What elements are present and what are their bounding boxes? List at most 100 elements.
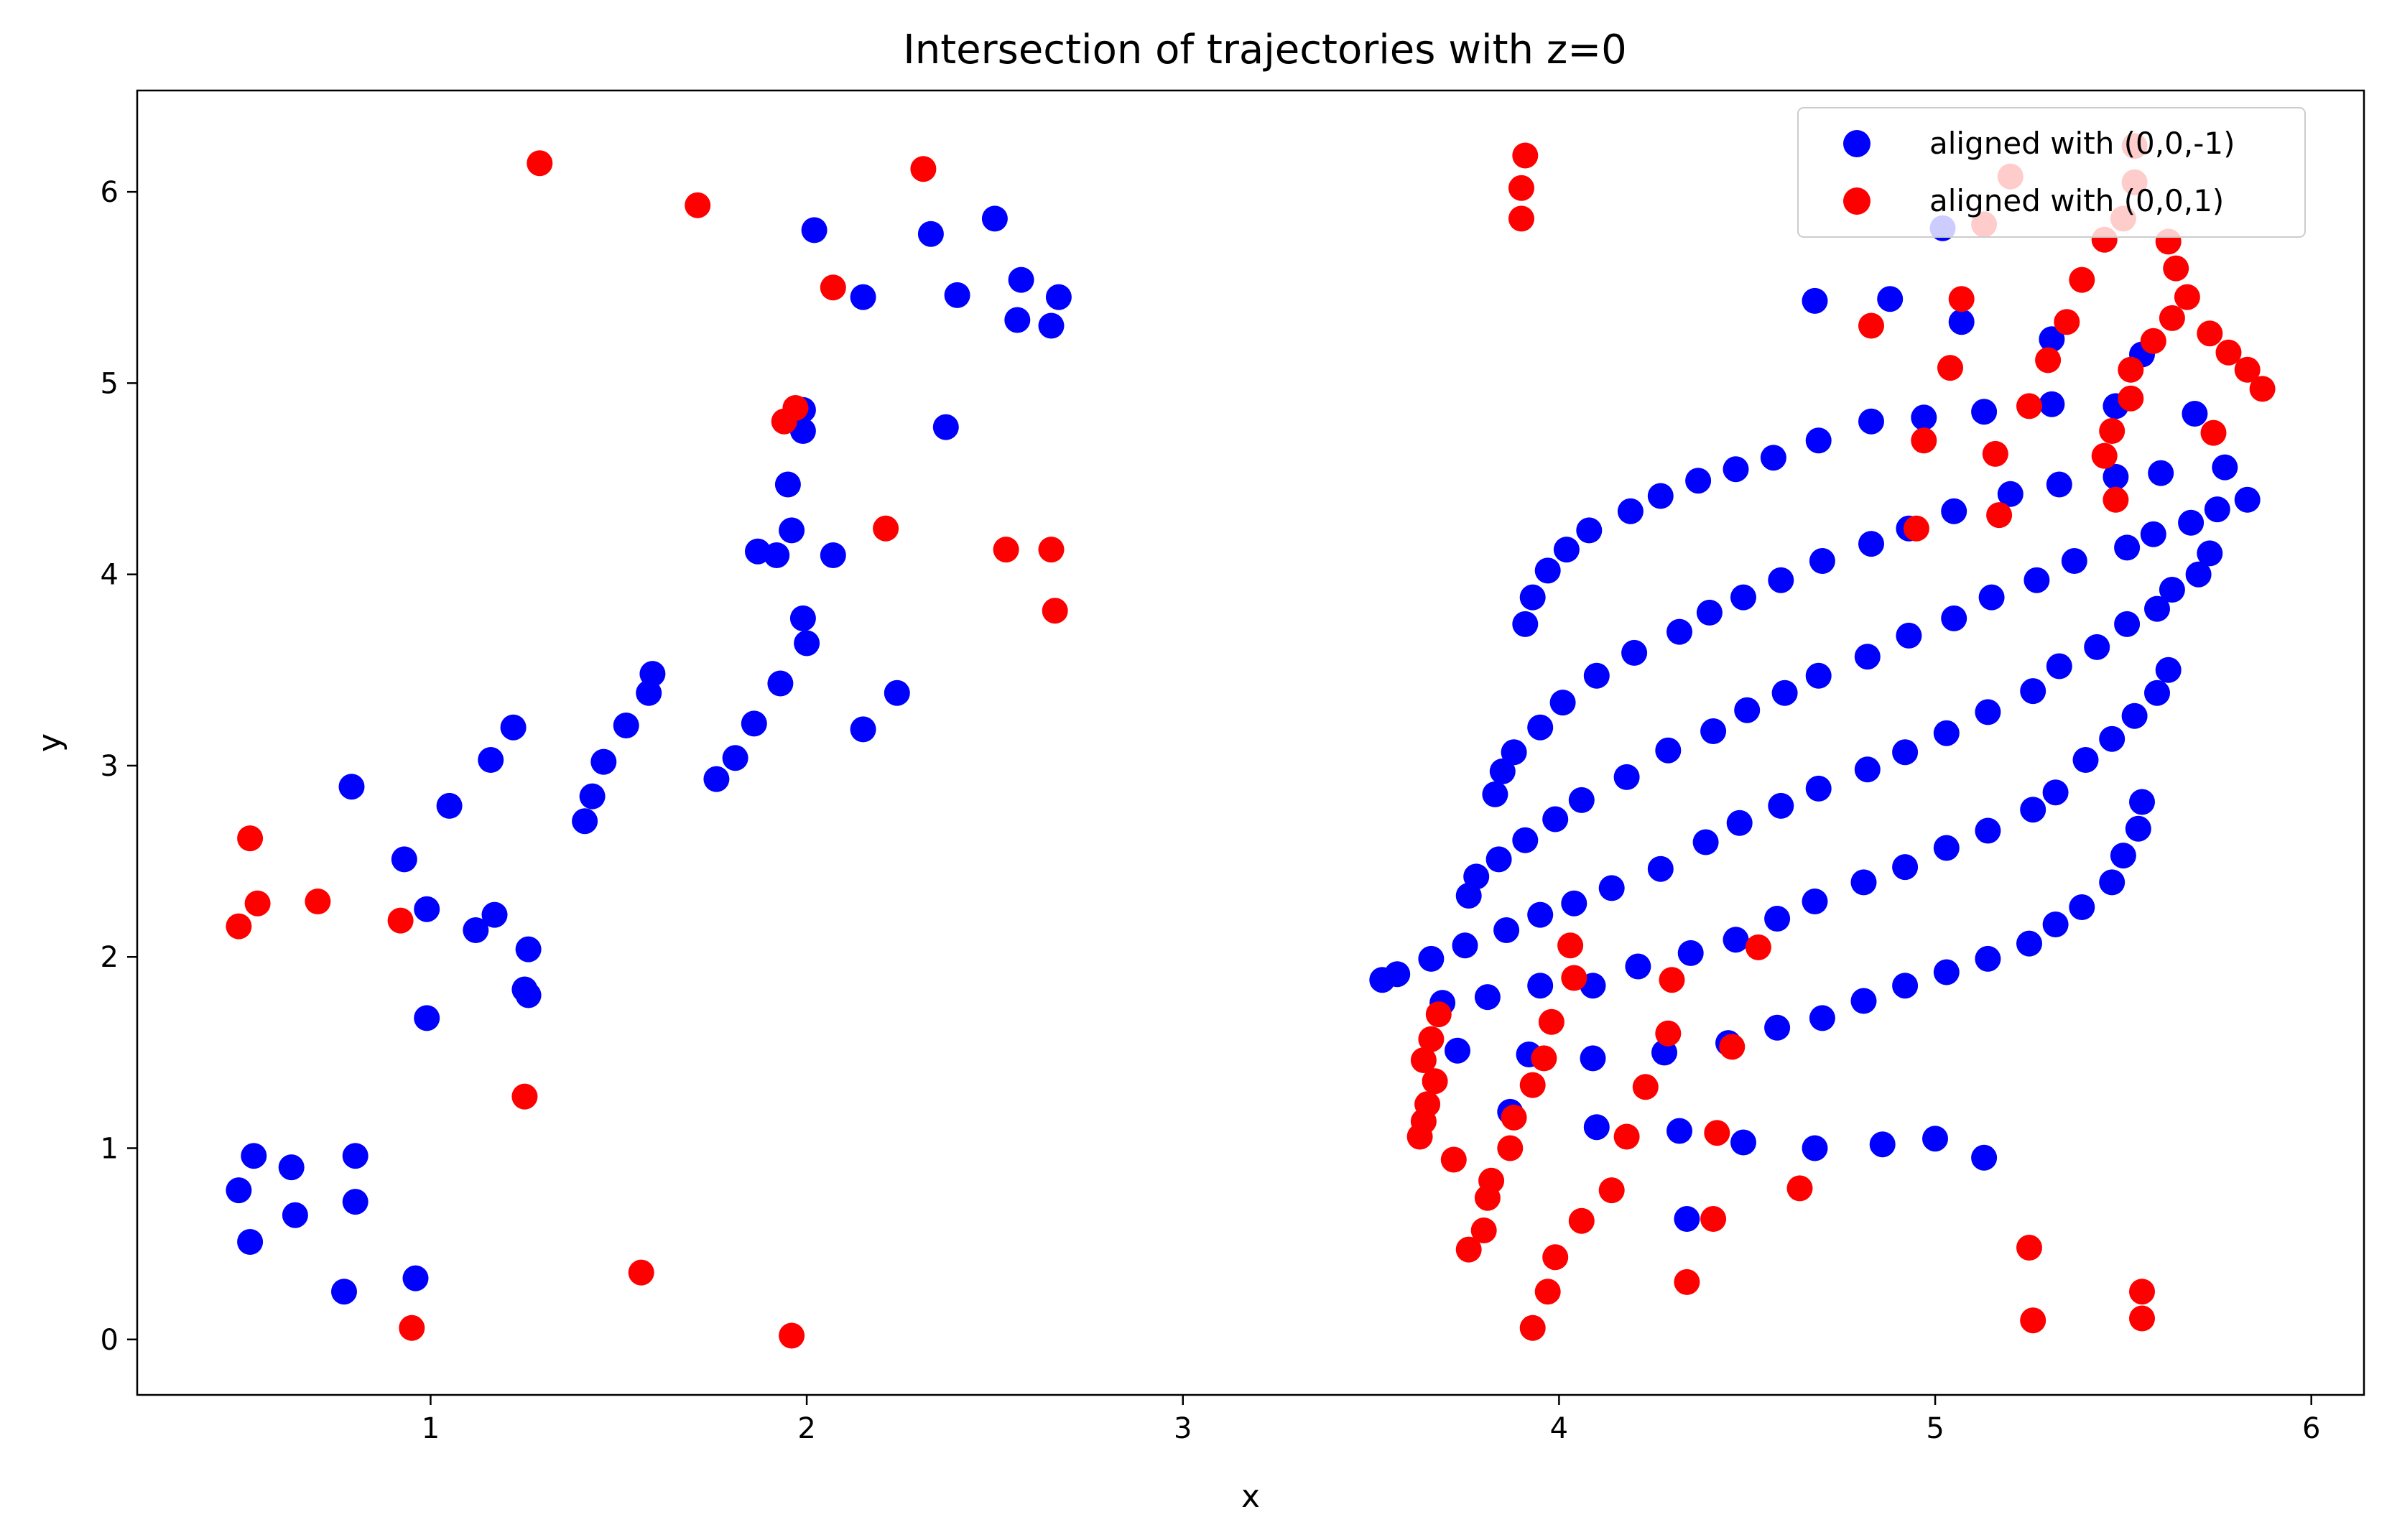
data-point-s0-132 <box>1892 973 1919 999</box>
data-point-s0-83 <box>1583 1114 1610 1141</box>
data-point-s0-95 <box>1666 1118 1692 1144</box>
data-point-s1-31 <box>1497 1135 1524 1161</box>
data-point-s0-136 <box>1911 404 1937 431</box>
data-point-s1-88 <box>2200 419 2227 446</box>
data-point-s0-170 <box>2110 843 2136 869</box>
data-point-s1-82 <box>2140 328 2166 354</box>
data-point-s0-110 <box>1764 906 1791 932</box>
data-point-s1-1 <box>237 825 264 852</box>
data-point-s0-2 <box>241 1143 267 1169</box>
data-point-s1-85 <box>2163 255 2189 282</box>
y-axis-label: y <box>32 733 68 752</box>
data-point-s0-11 <box>391 846 417 873</box>
data-point-s0-60 <box>1474 984 1501 1011</box>
legend-marker-blue <box>1843 130 1871 157</box>
data-point-s0-105 <box>1726 810 1753 836</box>
data-point-s1-67 <box>2020 1307 2046 1334</box>
data-point-s0-153 <box>2020 797 2046 823</box>
data-point-s0-160 <box>2046 653 2072 679</box>
data-point-s1-86 <box>2174 284 2200 310</box>
data-point-s1-28 <box>1470 1217 1497 1243</box>
data-point-s0-171 <box>2114 534 2141 561</box>
data-point-s0-3 <box>278 1154 305 1181</box>
data-point-s1-41 <box>1542 1244 1569 1271</box>
data-point-s1-74 <box>2103 486 2129 513</box>
data-point-s0-44 <box>917 221 944 247</box>
data-point-s0-119 <box>1805 775 1832 802</box>
data-point-s1-76 <box>2118 356 2144 383</box>
data-point-s1-39 <box>1534 1279 1561 1305</box>
data-point-s1-60 <box>1948 286 1975 312</box>
data-point-s0-33 <box>774 471 801 498</box>
data-point-s0-74 <box>1534 557 1561 584</box>
data-points <box>226 133 2276 1349</box>
data-point-s0-146 <box>1971 1144 1998 1171</box>
data-point-s0-6 <box>342 1189 368 1215</box>
data-point-s1-91 <box>2249 376 2276 402</box>
y-tick-label-3: 3 <box>101 750 119 783</box>
data-point-s1-63 <box>1986 502 2013 529</box>
data-point-s0-72 <box>1527 973 1554 999</box>
data-point-s1-7 <box>527 150 553 177</box>
data-point-s0-57 <box>1452 932 1478 959</box>
chart-title: Intersection of trajectories with z=0 <box>903 27 1627 73</box>
data-point-s1-32 <box>1501 1104 1527 1131</box>
data-point-s0-63 <box>1489 758 1516 784</box>
data-point-s1-45 <box>1598 1177 1625 1204</box>
data-point-s0-125 <box>1854 756 1881 783</box>
data-point-s0-185 <box>2185 561 2212 588</box>
x-tick-label-1: 2 <box>797 1412 815 1445</box>
y-tick-label-0: 0 <box>101 1324 119 1357</box>
x-axis: 1 2 3 4 5 6 <box>422 1395 2320 1445</box>
data-point-s1-69 <box>2054 309 2080 335</box>
data-point-s1-89 <box>2215 339 2242 366</box>
data-point-s0-159 <box>2042 912 2069 937</box>
data-point-s0-32 <box>767 670 794 697</box>
data-point-s0-97 <box>1677 940 1704 966</box>
data-point-s1-54 <box>1745 934 1771 960</box>
data-point-s0-34 <box>779 517 805 544</box>
data-point-s0-120 <box>1805 662 1832 689</box>
data-point-s0-85 <box>1598 875 1625 901</box>
data-point-s0-82 <box>1580 1045 1606 1072</box>
data-point-s0-92 <box>1651 1039 1677 1066</box>
data-point-s0-26 <box>639 661 666 687</box>
data-point-s0-183 <box>2178 509 2205 536</box>
data-point-s0-99 <box>1692 829 1719 855</box>
data-point-s0-22 <box>579 783 606 810</box>
data-point-s1-56 <box>1858 312 1884 339</box>
data-point-s1-2 <box>244 890 271 917</box>
data-point-s1-36 <box>1519 1314 1546 1341</box>
x-tick-label-3: 4 <box>1550 1412 1568 1445</box>
data-point-s0-16 <box>515 936 542 962</box>
data-point-s1-24 <box>1422 1068 1448 1095</box>
data-point-s1-43 <box>1561 965 1587 991</box>
data-point-s0-128 <box>1858 531 1884 557</box>
y-tick-label-1: 1 <box>101 1133 119 1166</box>
data-point-s0-88 <box>1621 639 1648 666</box>
data-point-s0-112 <box>1768 567 1794 593</box>
data-point-s0-115 <box>1802 1135 1828 1161</box>
data-point-s1-87 <box>2197 320 2223 347</box>
data-point-s0-124 <box>1850 988 1877 1014</box>
data-point-s0-48 <box>1004 307 1031 333</box>
data-point-s0-50 <box>1038 312 1065 339</box>
data-point-s1-42 <box>1557 932 1584 959</box>
data-point-s1-37 <box>1519 1072 1546 1098</box>
plot-area <box>137 91 2364 1395</box>
data-point-s0-187 <box>2204 496 2230 523</box>
data-point-s0-157 <box>2039 326 2065 353</box>
data-point-s0-126 <box>1854 644 1881 670</box>
data-point-s1-26 <box>1440 1146 1467 1173</box>
data-point-s1-53 <box>1719 1034 1746 1060</box>
y-tick-label-4: 4 <box>101 559 119 592</box>
data-point-s0-100 <box>1696 599 1723 626</box>
data-point-s0-147 <box>1975 817 2001 844</box>
data-point-s0-122 <box>1809 1005 1835 1031</box>
data-point-s0-129 <box>1869 1131 1896 1158</box>
data-point-s0-116 <box>1802 287 1828 314</box>
data-point-s1-17 <box>1038 537 1065 563</box>
data-point-s1-13 <box>820 274 846 301</box>
data-point-s1-66 <box>2016 1235 2042 1261</box>
data-point-s0-162 <box>2061 548 2087 574</box>
